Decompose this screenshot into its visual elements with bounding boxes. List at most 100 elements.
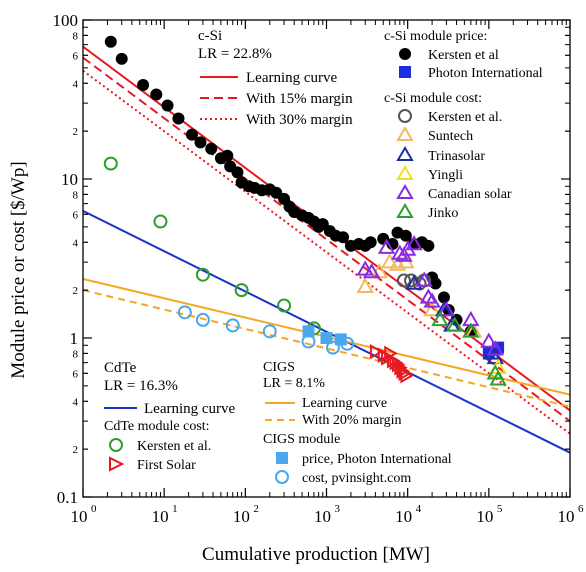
legend-kersten-cost-marker — [398, 109, 412, 123]
legend-suntech-marker — [396, 126, 414, 141]
cdte-learning-line — [83, 210, 570, 454]
legend-suntech-label: Suntech — [428, 129, 473, 144]
legend-photon-label: Photon International — [428, 66, 543, 81]
canadian-point-12 — [480, 332, 498, 348]
kersten-price-point-0 — [104, 35, 117, 48]
y-tick-label-6: 2 — [73, 285, 79, 297]
x-tick-exponent-6: 6 — [578, 503, 584, 515]
kersten-price-point-33 — [364, 236, 377, 249]
axis-ticks-layer: 10 0 10 1 10 2 10 3 10 4 10 5 10 60.12468124681024681… — [53, 11, 585, 526]
x-tick-label-3: 10 — [314, 507, 331, 526]
cigs-margin20-label: With 20% margin — [302, 413, 402, 428]
jinko-point-2 — [462, 322, 480, 338]
canadian-point-7 — [415, 271, 433, 287]
cigs-cost-point-6 — [340, 336, 355, 351]
x-tick-label-6: 10 — [558, 507, 575, 526]
legend-cigs-price-marker — [276, 452, 288, 464]
first-solar-point-9 — [398, 365, 412, 381]
legend-kersten-cost-label: Kersten et al. — [428, 110, 502, 125]
y-tick-label-3: 6 — [73, 368, 79, 380]
canadian-point-1 — [362, 263, 381, 279]
kersten-price-point-4 — [161, 99, 174, 112]
legend-trina-label: Trinasolar — [428, 149, 485, 164]
cigs-title: CIGS — [263, 360, 295, 375]
jinko-point-4 — [489, 370, 507, 386]
cigs-module-title: CIGS module — [263, 432, 340, 447]
y-axis-label: Module price or cost [$/Wp] — [8, 161, 29, 378]
legend-first-solar-marker — [109, 456, 125, 472]
canadian-point-2 — [377, 238, 396, 254]
cigs-lr: LR = 8.1% — [263, 376, 325, 391]
y-tick-label-8: 6 — [73, 209, 79, 221]
data-markers-layer — [103, 35, 507, 386]
x-tick-exponent-0: 0 — [91, 503, 97, 515]
y-tick-label-11: 2 — [73, 126, 79, 138]
canadian-point-10 — [437, 300, 456, 317]
cigs-cost-point-1 — [195, 312, 210, 327]
jinko-point-1 — [446, 316, 464, 332]
legend-jinko-marker — [396, 203, 414, 218]
first-solar-point-10 — [400, 367, 414, 384]
kersten-price-point-2 — [137, 79, 150, 92]
y-tick-label-2: 4 — [73, 396, 79, 408]
kersten-price-point-40 — [422, 239, 435, 252]
csi-margin30-line — [83, 69, 570, 435]
cdte-title: CdTe — [104, 360, 137, 376]
cigs-price-point-2 — [334, 333, 347, 346]
cdte-kersten-point-2 — [195, 267, 210, 282]
x-tick-exponent-4: 4 — [416, 503, 422, 515]
x-tick-exponent-1: 1 — [172, 503, 178, 515]
y-tick-label-15: 100 — [53, 11, 79, 30]
kersten-price-point-6 — [185, 128, 198, 141]
kersten-cost-point-0 — [396, 273, 411, 288]
cdte-kersten-point-0 — [103, 156, 118, 171]
kersten-price-point-5 — [172, 112, 185, 125]
csi-title: c-Si — [198, 28, 222, 44]
x-tick-label-5: 10 — [476, 507, 493, 526]
canadian-point-9 — [423, 292, 441, 308]
csi-learning-label: Learning curve — [246, 70, 338, 86]
kersten-price-point-10 — [221, 149, 234, 162]
cigs-learning-label: Learning curve — [302, 396, 387, 411]
cdte-kersten-point-1 — [153, 214, 168, 229]
kersten-price-point-37 — [399, 229, 412, 242]
kersten-price-point-29 — [337, 231, 350, 244]
cigs-cost-point-3 — [262, 324, 277, 339]
legend-canadian-label: Canadian solar — [428, 187, 512, 202]
legend-canadian-marker — [396, 184, 414, 199]
csi-margin15-label: With 15% margin — [246, 91, 353, 107]
kersten-price-point-7 — [194, 136, 207, 149]
y-tick-label-1: 2 — [73, 444, 79, 456]
legend-trina-marker — [396, 146, 414, 161]
csi-margin30-label: With 30% margin — [246, 112, 353, 128]
kersten-price-point-3 — [150, 88, 163, 101]
legend-cigs-cost-label: cost, pvinsight.com — [302, 471, 411, 486]
y-tick-label-5: 1 — [70, 329, 79, 348]
y-tick-label-10: 10 — [61, 170, 78, 189]
y-tick-label-7: 4 — [73, 237, 79, 249]
cigs-price-point-0 — [302, 325, 315, 338]
legend-cigs-cost-marker — [275, 470, 289, 484]
cigs-cost-point-4 — [301, 334, 316, 349]
legend-jinko-label: Jinko — [428, 206, 458, 221]
y-tick-label-12: 4 — [73, 78, 79, 90]
x-tick-label-4: 10 — [395, 507, 412, 526]
kersten-price-point-8 — [205, 142, 218, 155]
kersten-price-point-43 — [437, 291, 450, 304]
csi-lr: LR = 22.8% — [198, 46, 272, 62]
y-tick-label-9: 8 — [73, 189, 79, 201]
cigs-cost-point-0 — [177, 305, 192, 320]
x-tick-label-0: 10 — [71, 507, 88, 526]
trinasolar-point-0 — [405, 274, 423, 290]
first-solar-point-0 — [369, 343, 384, 360]
canadian-point-6 — [405, 235, 423, 251]
legend-cdte-kersten-marker — [109, 438, 123, 452]
cdte-cost-title: CdTe module cost: — [104, 419, 210, 434]
legend-kersten-price-label: Kersten et al — [428, 48, 499, 63]
kersten-price-point-42 — [429, 277, 442, 290]
legend-cigs-price-label: price, Photon International — [302, 452, 452, 467]
cdte-kersten-point-4 — [277, 298, 292, 313]
canadian-point-3 — [391, 244, 409, 260]
cdte-learning-label: Learning curve — [144, 401, 236, 417]
